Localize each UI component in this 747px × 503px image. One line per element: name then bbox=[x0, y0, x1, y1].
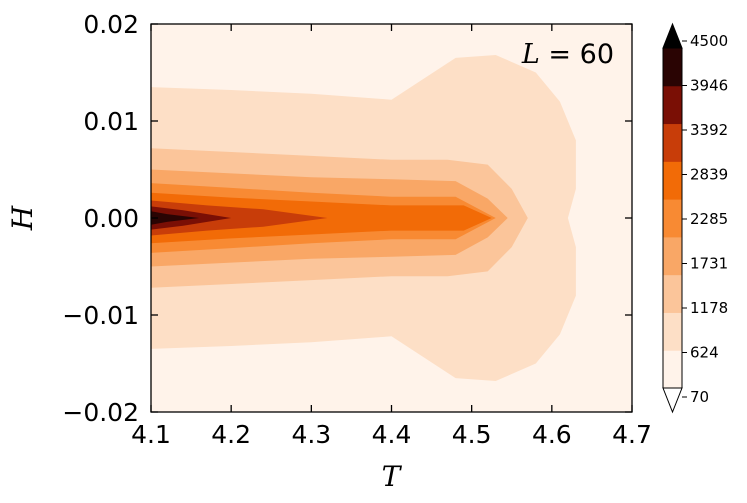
colorbar-tick-label: 2285 bbox=[690, 210, 728, 228]
colorbar-segment-4500 bbox=[663, 48, 682, 87]
contour-field bbox=[151, 24, 632, 412]
colorbar-tick-label: 624 bbox=[690, 344, 719, 362]
x-tick-label: 4.1 bbox=[131, 420, 171, 449]
x-tick-label: 4.5 bbox=[452, 420, 492, 449]
x-tick-label: 4.3 bbox=[291, 420, 331, 449]
annotation-label: L = 60 bbox=[521, 39, 614, 70]
colorbar-segment-1178 bbox=[663, 274, 682, 313]
x-axis-label: T bbox=[382, 460, 403, 493]
colorbar-tick-label: 1178 bbox=[690, 299, 728, 317]
colorbar-segment-624 bbox=[663, 312, 682, 351]
colorbar-segment-3392 bbox=[663, 123, 682, 162]
colorbar-segment-2285 bbox=[663, 199, 682, 238]
colorbar-tick-label: 70 bbox=[690, 388, 709, 406]
y-tick-label: 0.00 bbox=[83, 204, 139, 233]
colorbar-tick-label: 1731 bbox=[690, 255, 728, 273]
colorbar-tick-label: 3392 bbox=[690, 121, 728, 139]
x-tick-label: 4.7 bbox=[612, 420, 652, 449]
x-axis: 4.1 4.2 4.3 4.4 4.5 4.6 4.7 bbox=[131, 24, 652, 449]
y-tick-label: 0.01 bbox=[83, 107, 139, 136]
x-tick-label: 4.2 bbox=[211, 420, 251, 449]
colorbar-segment-1731 bbox=[663, 236, 682, 276]
colorbar: 70 624 1178 1731 2285 2839 3392 3946 4500 bbox=[662, 22, 728, 414]
y-axis: −0.02 −0.01 0.00 0.01 0.02 bbox=[62, 10, 632, 427]
x-tick-label: 4.6 bbox=[532, 420, 572, 449]
y-tick-label: 0.02 bbox=[83, 10, 139, 39]
y-axis-label: H bbox=[6, 205, 39, 231]
colorbar-segment-2839 bbox=[663, 161, 682, 200]
contour-band-4500 bbox=[151, 211, 200, 225]
colorbar-tick-label: 2839 bbox=[690, 166, 728, 184]
colorbar-extend-max bbox=[662, 22, 683, 49]
colorbar-segment-3946 bbox=[663, 85, 682, 125]
colorbar-extend-min bbox=[662, 387, 683, 414]
colorbar-tick-label: 4500 bbox=[690, 32, 728, 50]
colorbar-segment-70 bbox=[663, 350, 682, 389]
y-tick-label: −0.01 bbox=[62, 301, 139, 330]
y-tick-label: −0.02 bbox=[62, 398, 139, 427]
contour-band-3392 bbox=[151, 200, 328, 236]
colorbar-tick-label: 3946 bbox=[690, 77, 728, 95]
x-tick-label: 4.4 bbox=[372, 420, 412, 449]
